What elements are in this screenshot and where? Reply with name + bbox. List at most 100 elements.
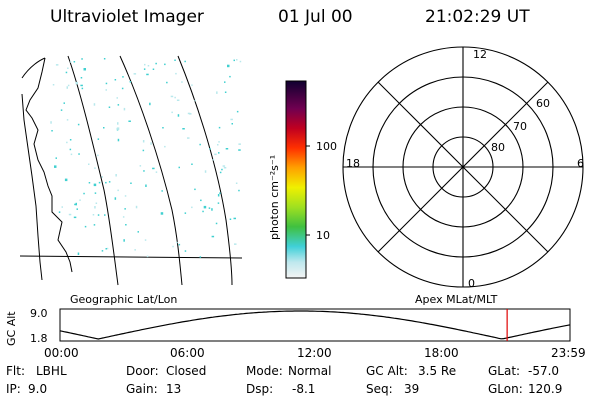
emission-pixel	[177, 114, 180, 117]
emission-pixel	[211, 235, 215, 238]
emission-pixel	[149, 102, 151, 106]
status-value: -57.0	[528, 364, 560, 378]
emission-pixel	[68, 213, 72, 216]
date-display: 01 Jul 00	[278, 7, 353, 27]
emission-pixel	[75, 81, 78, 85]
emission-pixel	[178, 243, 181, 246]
emission-pixel	[105, 248, 107, 250]
emission-pixel	[83, 192, 85, 195]
emission-pixel	[124, 208, 126, 210]
emission-pixel	[105, 82, 108, 85]
emission-pixel	[105, 181, 107, 184]
status-label: GC Alt:	[366, 364, 408, 378]
emission-pixel	[176, 241, 178, 244]
altitude-xtick: 06:00	[170, 346, 205, 360]
status-label: GLat:	[488, 364, 521, 378]
latitude-line	[19, 255, 243, 259]
geographic-image-panel	[19, 55, 243, 286]
emission-pixel	[142, 149, 145, 152]
colorbar-tick-label: 10	[316, 229, 330, 242]
emission-pixel	[202, 210, 204, 213]
mlt-label-right: 6	[577, 157, 584, 170]
emission-pixel	[135, 205, 138, 209]
altitude-ytick: 1.8	[30, 332, 48, 345]
emission-pixel	[58, 211, 61, 213]
emission-pixel	[61, 206, 63, 208]
emission-pixel	[88, 163, 90, 165]
emission-pixel	[104, 214, 106, 216]
status-label: IP:	[6, 382, 21, 396]
status-label: Mode:	[246, 364, 283, 378]
emission-pixel	[216, 91, 218, 94]
emission-pixel	[69, 148, 72, 151]
emission-pixel	[174, 96, 176, 99]
emission-pixel	[106, 247, 109, 250]
emission-pixel	[209, 148, 211, 150]
emission-pixel	[63, 102, 65, 104]
emission-pixel	[203, 205, 207, 209]
emission-pixel	[114, 79, 117, 81]
coastline	[25, 57, 73, 273]
emission-pixel	[81, 58, 83, 60]
emission-pixel	[116, 127, 120, 130]
status-value: 9.0	[28, 382, 48, 396]
mlt-label-left: 18	[346, 157, 360, 170]
status-value: 13	[166, 382, 182, 396]
longitude-line	[119, 55, 183, 286]
emission-pixel	[117, 122, 119, 125]
emission-pixel	[92, 214, 95, 216]
emission-pixel	[73, 216, 77, 219]
coastline	[21, 57, 46, 79]
emission-pixel	[175, 72, 177, 75]
emission-pixel	[217, 202, 220, 204]
emission-pixel	[144, 239, 147, 241]
emission-pixel	[77, 252, 80, 255]
emission-pixel	[227, 64, 230, 68]
emission-pixel	[117, 189, 119, 192]
emission-pixel	[77, 123, 80, 126]
emission-pixel	[236, 59, 238, 61]
meridian-diag	[377, 81, 549, 253]
emission-pixel	[146, 73, 149, 76]
emission-pixel	[223, 167, 227, 169]
emission-pixel	[230, 118, 233, 121]
colorbar	[285, 80, 310, 279]
status-label: Dsp:	[246, 382, 274, 396]
emission-pixel	[108, 106, 111, 108]
emission-pixel	[178, 166, 180, 169]
status-value: 39	[404, 382, 420, 396]
colorbar-tick-label: 100	[316, 140, 337, 153]
emission-pixel	[238, 189, 240, 192]
emission-pixel	[74, 203, 77, 206]
emission-pixel	[187, 137, 190, 139]
altitude-ytick: 9.0	[30, 307, 48, 320]
emission-pixel	[155, 171, 158, 173]
emission-pixel	[69, 139, 72, 141]
emission-pixel	[65, 71, 68, 74]
mlt-label-bottom: 0	[468, 277, 475, 290]
emission-pixel	[236, 110, 239, 113]
emission-pixel	[94, 192, 97, 194]
emission-pixel	[229, 218, 232, 220]
emission-pixel	[88, 182, 91, 184]
coastline	[21, 93, 43, 281]
emission-pixel	[211, 208, 213, 211]
emission-pixel	[108, 181, 111, 183]
status-label: GLon:	[488, 382, 523, 396]
emission-pixel	[50, 121, 52, 124]
emission-pixel	[73, 61, 76, 63]
altitude-plot	[59, 308, 571, 342]
emission-pixel	[80, 84, 83, 87]
emission-pixel	[155, 62, 157, 65]
emission-pixel	[164, 63, 166, 66]
emission-pixel	[170, 95, 174, 98]
status-label: Flt:	[6, 364, 25, 378]
emission-pixel	[172, 245, 174, 248]
emission-pixel	[184, 212, 187, 214]
emission-pixel	[134, 249, 136, 251]
colorbar-unit-label: photon cm⁻²s⁻¹	[268, 154, 281, 240]
emission-pixel	[238, 143, 241, 145]
emission-pixel	[125, 224, 127, 226]
emission-pixel	[142, 140, 145, 143]
